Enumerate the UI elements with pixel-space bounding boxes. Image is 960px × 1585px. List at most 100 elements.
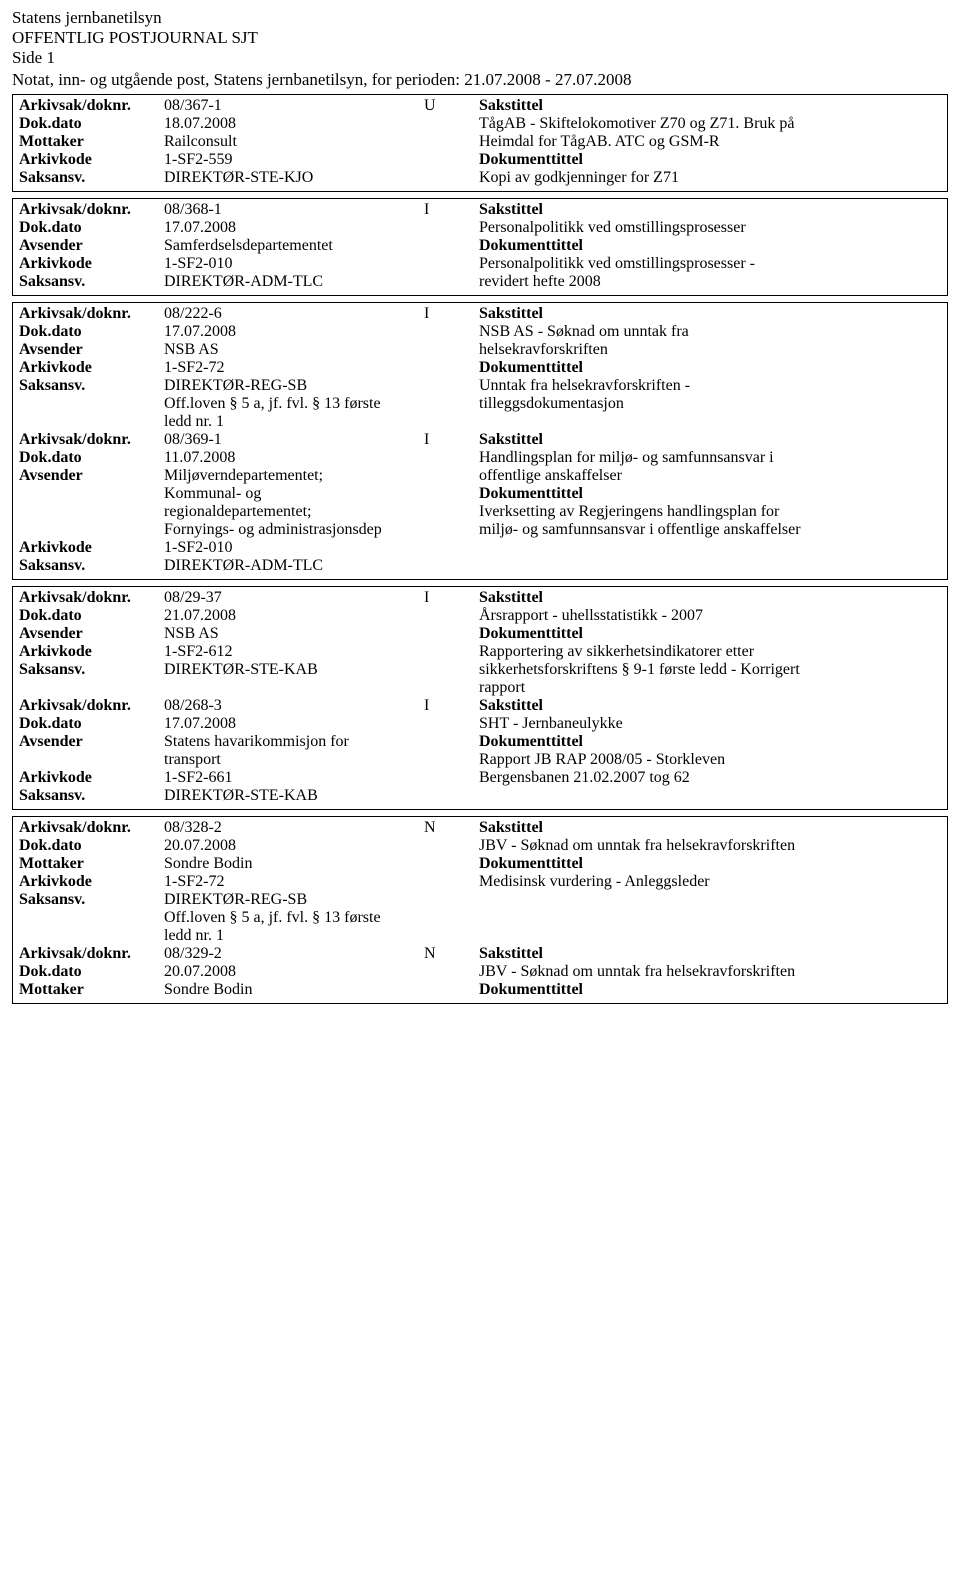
field-value: 08/368-1 [164,201,424,219]
right-text: Sakstittel [479,589,941,607]
right-text: offentlige anskaffelser [479,467,941,485]
doc-type [424,467,479,485]
doc-type [424,769,479,787]
page-number: Side 1 [12,48,948,68]
field-value: 17.07.2008 [164,715,424,733]
field-label [19,927,164,945]
field-label [19,503,164,521]
record-row: Fornyings- og administrasjonsdepmiljø- o… [19,521,941,539]
field-value: DIREKTØR-STE-KAB [164,787,424,805]
doc-type [424,219,479,237]
field-value: 08/328-2 [164,819,424,837]
field-value: DIREKTØR-REG-SB [164,377,424,395]
field-label: Arkivkode [19,643,164,661]
record-row: Kommunal- og Dokumenttittel [19,485,941,503]
record-box: Arkivsak/doknr.08/368-1ISakstittelDok.da… [12,198,948,296]
doc-type [424,661,479,679]
record-row: Arkivkode1-SF2-559Dokumenttittel [19,151,941,169]
right-text: Dokumenttittel [479,359,941,377]
field-label: Arkivsak/doknr. [19,305,164,323]
records-container: Arkivsak/doknr.08/367-1USakstittel Dok.da… [12,94,948,1004]
doc-type [424,413,479,431]
right-text: Handlingsplan for miljø- og samfunnsansv… [479,449,941,467]
record-row: Arkivsak/doknr.08/328-2NSakstittel [19,819,941,837]
right-text [479,787,941,805]
record-row: Dok.dato17.07.2008 NSB AS - Søknad om unn… [19,323,941,341]
field-value: ledd nr. 1 [164,413,424,431]
doc-type [424,733,479,751]
right-text: rapport [479,679,941,697]
right-text: Kopi av godkjenninger for Z71 [479,169,941,187]
field-label: Saksansv. [19,557,164,575]
record-row: AvsenderStatens havarikommisjon forDokum… [19,733,941,751]
field-value: 08/369-1 [164,431,424,449]
right-text: Heimdal for TågAB. ATC og GSM-R [479,133,941,151]
record-row: Arkivsak/doknr.08/369-1ISakstittel [19,431,941,449]
doc-type [424,115,479,133]
doc-type: U [424,97,479,115]
journal-title: OFFENTLIG POSTJOURNAL SJT [12,28,948,48]
doc-type: N [424,945,479,963]
record-row: Saksansv.DIREKTØR-STE-KAB [19,787,941,805]
record-row: Arkivsak/doknr.08/367-1USakstittel [19,97,941,115]
doc-type [424,377,479,395]
field-label: Dok.dato [19,323,164,341]
right-text: Rapport JB RAP 2008/05 - Storkleven [479,751,941,769]
field-label: Arkivsak/doknr. [19,697,164,715]
doc-type [424,539,479,557]
right-text [479,891,941,909]
right-text: Iverksetting av Regjeringens handlingspl… [479,503,941,521]
doc-type: I [424,697,479,715]
doc-type [424,751,479,769]
doc-type [424,395,479,413]
field-label [19,485,164,503]
record-row: Dok.dato17.07.2008Personalpolitikk ved o… [19,219,941,237]
right-text: Dokumenttittel [479,485,941,503]
field-value: Fornyings- og administrasjonsdep [164,521,424,539]
doc-type [424,927,479,945]
doc-type: I [424,305,479,323]
field-label: Saksansv. [19,787,164,805]
field-label: Arkivkode [19,539,164,557]
field-label: Dok.dato [19,963,164,981]
doc-type [424,909,479,927]
right-text: Bergensbanen 21.02.2007 tog 62 [479,769,941,787]
field-label: Dok.dato [19,219,164,237]
doc-type [424,557,479,575]
field-label: Arkivsak/doknr. [19,201,164,219]
record-row: AvsenderSamferdselsdepartementetDokument… [19,237,941,255]
field-value: 08/268-3 [164,697,424,715]
field-value: Off.loven § 5 a, jf. fvl. § 13 første [164,395,424,413]
field-value: 08/222-6 [164,305,424,323]
record-row: ledd nr. 1 [19,927,941,945]
record-row: Arkivsak/doknr.08/222-6ISakstittel [19,305,941,323]
right-text: JBV - Søknad om unntak fra helsekravfors… [479,837,941,855]
field-value: 17.07.2008 [164,323,424,341]
right-text: SHT - Jernbaneulykke [479,715,941,733]
field-value: 1-SF2-010 [164,255,424,273]
record-row: Arkivsak/doknr.08/268-3ISakstittel [19,697,941,715]
record-row: MottakerRailconsultHeimdal for TågAB. AT… [19,133,941,151]
field-label: Arkivkode [19,255,164,273]
doc-type [424,981,479,999]
field-label: Arkivkode [19,151,164,169]
record-row: AvsenderNSB ASDokumenttittel [19,625,941,643]
record-row: AvsenderMiljøverndepartementet;offentlig… [19,467,941,485]
field-value: Railconsult [164,133,424,151]
field-value: Statens havarikommisjon for [164,733,424,751]
field-label: Arkivsak/doknr. [19,945,164,963]
field-label: Saksansv. [19,273,164,291]
field-label: Saksansv. [19,891,164,909]
right-text: NSB AS - Søknad om unntak fra [479,323,941,341]
right-text: Sakstittel [479,97,941,115]
record-box: Arkivsak/doknr.08/367-1USakstittelDok.da… [12,94,948,192]
record-row: Arkivsak/doknr.08/29-37ISakstittel [19,589,941,607]
record-row: Arkivsak/doknr.08/368-1ISakstittel [19,201,941,219]
right-text: Sakstittel [479,431,941,449]
record-row: Dok.dato11.07.2008Handlingsplan for milj… [19,449,941,467]
doc-type: I [424,201,479,219]
field-label [19,751,164,769]
field-value: Kommunal- og [164,485,424,503]
record-row: Saksansv.DIREKTØR-ADM-TLC [19,557,941,575]
right-text [479,927,941,945]
